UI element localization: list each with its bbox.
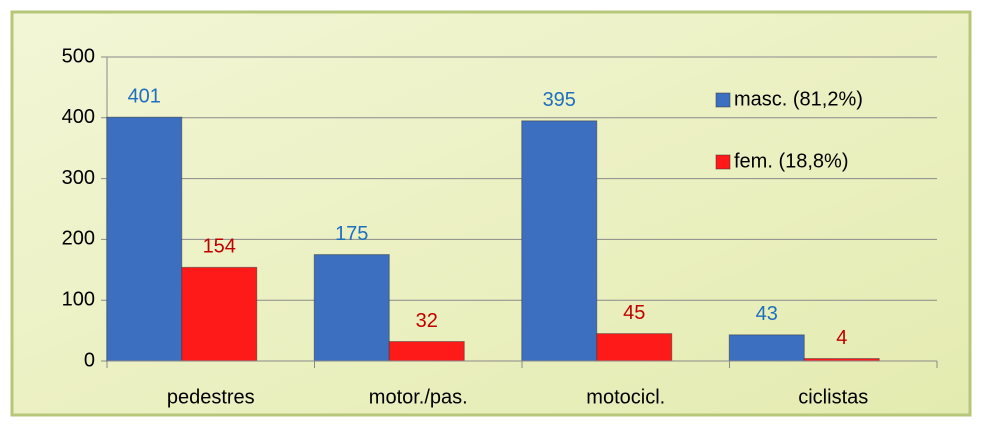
y-tick-label: 500 xyxy=(62,45,95,67)
data-label: 43 xyxy=(756,303,778,325)
y-tick-label: 0 xyxy=(84,349,95,371)
data-label: 175 xyxy=(335,223,368,245)
x-tick-label: ciclistas xyxy=(798,386,868,408)
bar xyxy=(313,254,390,362)
legend-label: fem. (18,8%) xyxy=(734,150,848,172)
data-label: 401 xyxy=(128,85,161,107)
bar xyxy=(181,266,258,362)
data-label: 154 xyxy=(203,236,236,258)
legend-label: masc. (81,2%) xyxy=(734,88,863,110)
data-label: 4 xyxy=(836,327,847,349)
y-tick-label: 400 xyxy=(62,106,95,128)
data-label: 32 xyxy=(416,310,438,332)
x-tick-label: motor./pas. xyxy=(369,386,468,408)
y-tick-label: 300 xyxy=(62,167,95,189)
legend-marker xyxy=(715,154,731,170)
bar xyxy=(596,333,673,362)
y-tick-label: 100 xyxy=(62,288,95,310)
bar xyxy=(388,341,465,362)
x-tick-label: motocicl. xyxy=(586,386,665,408)
bar xyxy=(521,120,598,362)
data-label: 395 xyxy=(543,89,576,111)
data-label: 45 xyxy=(623,302,645,324)
legend-marker xyxy=(715,92,731,108)
bar xyxy=(106,116,183,362)
x-tick-label: pedestres xyxy=(167,386,255,408)
bar xyxy=(728,334,805,362)
y-tick-label: 200 xyxy=(62,228,95,250)
